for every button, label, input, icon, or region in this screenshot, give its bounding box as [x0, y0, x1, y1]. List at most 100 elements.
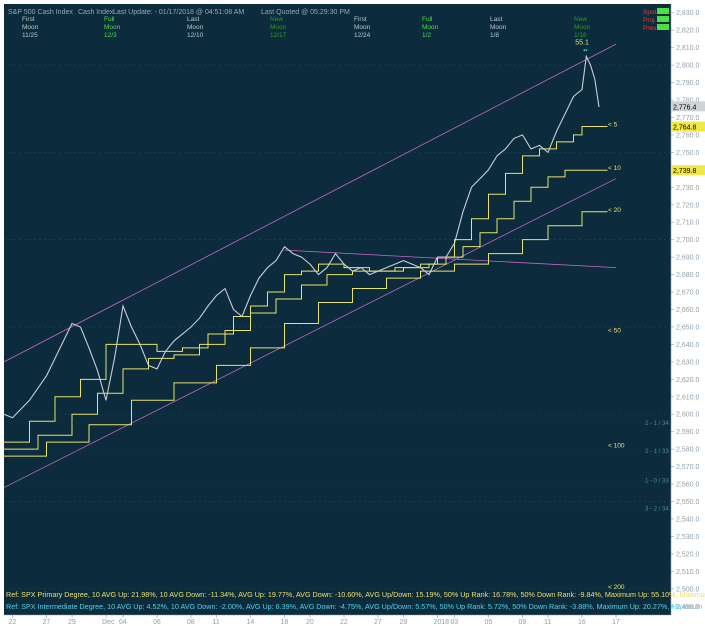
- last-quoted: Last Quoted @ 05:29:30 PM: [261, 9, 350, 16]
- moon-phase-header: FirstMoon11/25FullMoon12/3LastMoon12/10N…: [22, 16, 591, 39]
- y-tick-label: 2,800.0: [676, 63, 699, 70]
- x-tick-label: 2018: [434, 619, 450, 626]
- moon-phase-date: 12/17: [270, 32, 287, 39]
- moon-phase-type: Full: [104, 16, 115, 23]
- x-tick-label: 22: [9, 619, 17, 626]
- moon-phase-type: First: [354, 16, 367, 23]
- trend-channel-layer: [3, 43, 617, 488]
- y-tick-label: 2,580.0: [676, 447, 699, 454]
- fib-label: 1 - 0 / 33: [645, 479, 669, 485]
- ma-side-label: < 10: [608, 165, 621, 172]
- x-tick-label: 16: [578, 619, 586, 626]
- fib-label: 2 - 1 / 33: [645, 449, 669, 455]
- x-tick-label: 14: [247, 619, 255, 626]
- y-tick-label: 2,780.0: [676, 98, 699, 105]
- y-tick-label: 2,720.0: [676, 202, 699, 209]
- ma-side-label: < 100: [608, 443, 625, 450]
- x-tick-label: 09: [519, 619, 527, 626]
- y-tick-label: 2,790.0: [676, 80, 699, 87]
- y-tick-label: 2,810.0: [676, 45, 699, 52]
- chart-title: S&P 500 Cash Index: [8, 9, 73, 16]
- moon-phase-date: 12/3: [104, 32, 117, 39]
- legend-swatch: [657, 24, 669, 30]
- y-tick-label: 2,550.0: [676, 499, 699, 506]
- moon-phase-date: 11/25: [22, 32, 38, 39]
- chart-subtitle: Cash Index: [78, 9, 114, 16]
- price-series-layer: [3, 54, 600, 419]
- ma10-tag-box: [671, 165, 705, 176]
- y-tick-label: 2,830.0: [676, 10, 699, 17]
- moon-phase-word: Moon: [422, 24, 439, 31]
- y-tick-label: 2,570.0: [676, 464, 699, 471]
- y-tick-label: 2,750.0: [676, 150, 699, 157]
- moon-phase-date: 1/16: [574, 32, 587, 39]
- x-tick-label: Dec: [102, 619, 115, 626]
- fib-label: 2 - 1 / 34: [645, 421, 669, 427]
- y-tick-label: 2,670.0: [676, 290, 699, 297]
- grid-layer: [4, 64, 671, 590]
- y-tick-label: 2,620.0: [676, 377, 699, 384]
- legend-item: Prev: [643, 25, 657, 32]
- last-update: Last Update: - 01/17/2018 @ 04:51:08 AM: [113, 9, 244, 16]
- x-tick-label: 11: [213, 619, 220, 626]
- moving-average-20: [4, 211, 608, 457]
- moon-phase-type: First: [22, 16, 35, 23]
- y-tick-label: 2,600.0: [676, 412, 699, 419]
- channel-line-upper: [3, 43, 617, 363]
- fib-label: 3 - 2 / 34: [645, 507, 669, 513]
- ma-side-label: < 50: [608, 327, 621, 334]
- x-tick-label: 27: [374, 619, 382, 626]
- channel-line-lower: [3, 178, 617, 488]
- moon-phase-type: New: [270, 16, 283, 23]
- y-tick-label: 2,650.0: [676, 324, 699, 331]
- ma-side-label: < 200: [608, 584, 625, 591]
- footer-intermediate-degree: Ref: SPX Intermediate Degree, 10 AVG Up:…: [6, 602, 705, 611]
- x-axis: 22 27 29 Dec 04 06 08 11 14 18 20 22 27 29 2018 03 05 09 1…: [4, 614, 671, 626]
- x-tick-label: 18: [281, 619, 289, 626]
- y-tick-label: 2,610.0: [676, 394, 699, 401]
- moon-phase-type: Last: [187, 16, 199, 23]
- moon-phase-type: New: [574, 16, 587, 23]
- annotation-layer: 55.1 •• < 5 < 10 < 20 < 50 < 100 < 200 2 - 1 / 3…: [4, 39, 705, 591]
- moon-phase-word: Moon: [187, 24, 204, 31]
- x-tick-label: 05: [485, 619, 493, 626]
- y-tick-label: 2,730.0: [676, 185, 699, 192]
- moon-phase-date: 12/10: [187, 32, 204, 39]
- legend-item: Proj.: [643, 17, 657, 24]
- y-tick-label: 2,680.0: [676, 272, 699, 279]
- y-tick-label: 2,630.0: [676, 359, 699, 366]
- ma-side-label: < 20: [608, 207, 621, 214]
- y-tick-label: 2,710.0: [676, 220, 699, 227]
- moon-phase-type: Last: [490, 16, 502, 23]
- x-tick-label: 06: [153, 619, 161, 626]
- legend-swatch: [657, 16, 669, 22]
- price-line: [3, 54, 600, 419]
- moon-phase-word: Moon: [354, 24, 371, 31]
- x-tick-label: 04: [119, 619, 127, 626]
- y-tick-label: 2,690.0: [676, 255, 699, 262]
- header: S&P 500 Cash Index Cash Index Last Updat…: [8, 9, 350, 16]
- footer-primary-degree: Ref: SPX Primary Degree, 10 AVG Up: 21.9…: [6, 590, 705, 599]
- y-tick-label: 2,520.0: [676, 551, 699, 558]
- moon-phase-date: 1/2: [422, 32, 431, 39]
- y-tick-label: 2,640.0: [676, 342, 699, 349]
- y-tick-label: 2,490.0: [676, 604, 699, 611]
- moon-phase-word: Moon: [104, 24, 121, 31]
- moving-average-10: [4, 169, 608, 450]
- y-tick-label: 2,530.0: [676, 534, 699, 541]
- y-axis: 2,490.0 2,500.0 2,510.0 2,520.0 2,530.0 2,540…: [670, 4, 699, 615]
- last-price-tag-box: [671, 101, 705, 112]
- moon-phase-word: Moon: [490, 24, 507, 31]
- moon-phase-date: 1/8: [490, 32, 499, 39]
- x-tick-label: 22: [340, 619, 348, 626]
- peak-marker: ••: [583, 48, 587, 54]
- moon-phase-word: Moon: [270, 24, 287, 31]
